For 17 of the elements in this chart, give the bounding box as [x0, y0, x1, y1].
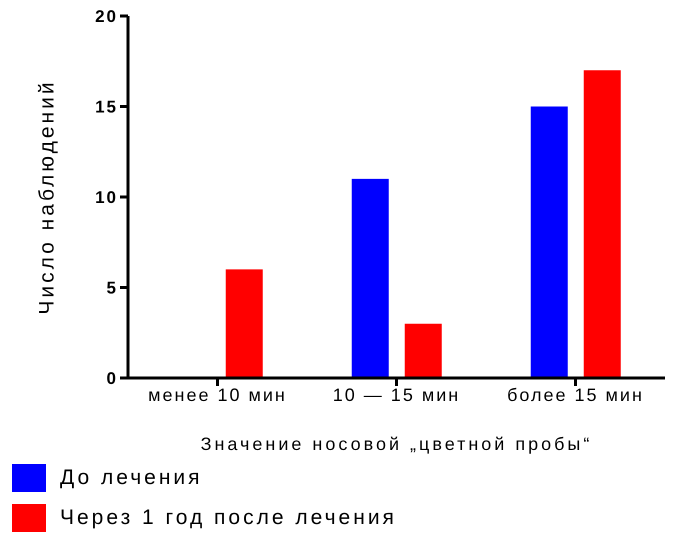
x-axis-title: Значение носовой „цветной пробы“: [200, 434, 592, 454]
y-tick-label: 20: [95, 7, 118, 26]
y-tick-label: 5: [106, 278, 118, 298]
bar: [530, 106, 568, 378]
bar: [404, 324, 442, 378]
x-tick-label: более 15 мин: [507, 384, 644, 405]
y-tick-label: 0: [106, 369, 118, 388]
y-axis-title: Число наблюдений: [35, 79, 58, 315]
bar: [352, 178, 389, 378]
y-tick-label: 15: [95, 98, 118, 117]
legend-label: Через 1 год после лечения: [60, 506, 397, 530]
bar: [226, 269, 263, 378]
bar: [584, 70, 621, 378]
x-tick-label: менее 10 мин: [148, 384, 287, 405]
legend-label: До лечения: [60, 466, 203, 490]
y-tick-label: 10: [95, 188, 118, 208]
x-tick-label: 10 — 15 мин: [332, 384, 460, 405]
